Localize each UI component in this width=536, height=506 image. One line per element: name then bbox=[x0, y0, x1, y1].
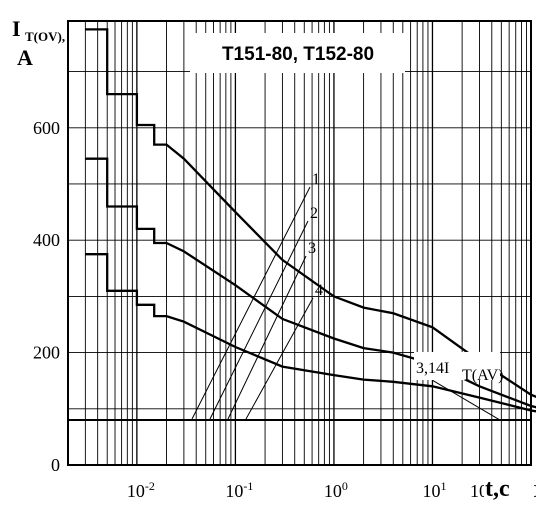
reference-label-box bbox=[414, 352, 500, 380]
curve-leader-1 bbox=[191, 186, 311, 420]
reference-line-group bbox=[68, 379, 531, 422]
curve-label-4: 4 bbox=[315, 282, 323, 299]
x-tick-exponent: -1 bbox=[243, 479, 253, 493]
y-tick-label: 400 bbox=[33, 230, 60, 250]
x-tick-label: 10 bbox=[470, 481, 488, 501]
curve-label-3: 3 bbox=[308, 240, 316, 257]
reference-label-main: 3,14I bbox=[416, 360, 449, 377]
plot-frame bbox=[67, 20, 532, 466]
series-line-3 bbox=[85, 253, 536, 413]
y-tick-label: 200 bbox=[33, 343, 60, 363]
series-line-2 bbox=[85, 157, 536, 409]
x-axis-label: t,c bbox=[485, 476, 510, 502]
y-axis-label-unit: A bbox=[17, 45, 33, 70]
series-line-1 bbox=[85, 28, 536, 399]
title-box bbox=[190, 33, 405, 73]
y-tick-label: 0 bbox=[51, 455, 60, 475]
y-tick-label: 600 bbox=[33, 118, 60, 138]
curve-label-1: 1 bbox=[312, 171, 320, 188]
curve-leader-3 bbox=[227, 255, 307, 420]
x-axis-label-box bbox=[484, 474, 534, 502]
curve-leader-2 bbox=[209, 220, 309, 420]
curve-leader-4 bbox=[245, 297, 314, 420]
y-axis-label-main: I bbox=[12, 16, 21, 41]
chart-title: T151-80, T152-80 bbox=[222, 44, 374, 65]
curve-label-2: 2 bbox=[310, 205, 318, 222]
x-tick-label: 100 bbox=[324, 479, 348, 501]
x-tick-exponent: -2 bbox=[145, 479, 155, 493]
x-tick-exponent: 0 bbox=[342, 479, 348, 493]
y-axis-label-sub: T(OV), bbox=[25, 29, 65, 44]
reference-label-sub: T(AV) bbox=[462, 367, 503, 384]
curve-leader-lines: 1 2 3 4 bbox=[191, 171, 323, 420]
x-tick-label: 101 bbox=[422, 479, 446, 501]
series-group bbox=[85, 28, 536, 413]
reference-leader-line bbox=[431, 379, 501, 421]
x-tick-exponent: 1 bbox=[440, 479, 446, 493]
